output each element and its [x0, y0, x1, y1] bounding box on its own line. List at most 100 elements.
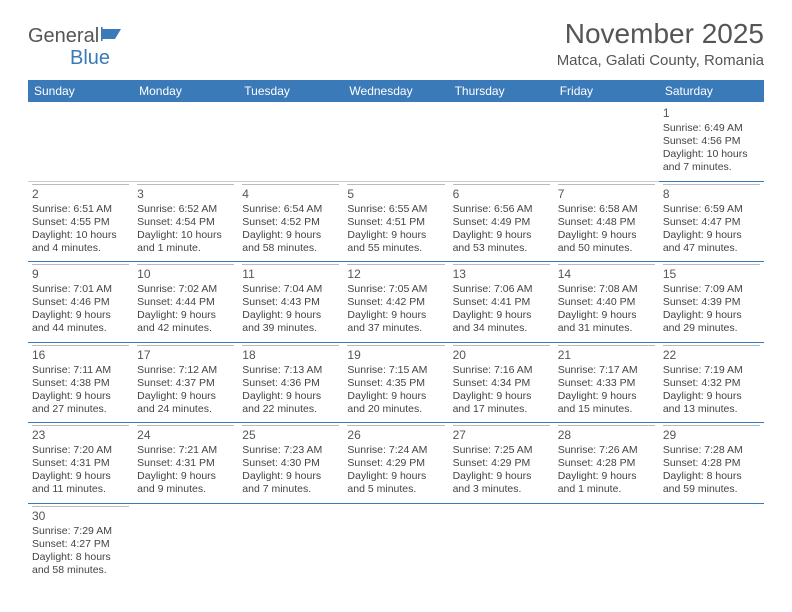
day-number: 20 [453, 345, 550, 363]
day-number: 22 [663, 345, 760, 363]
day-number: 25 [242, 425, 339, 443]
sunrise-text: Sunrise: 7:28 AM [663, 444, 760, 457]
week-row: 2Sunrise: 6:51 AMSunset: 4:55 PMDaylight… [28, 181, 764, 262]
day-number: 26 [347, 425, 444, 443]
sunrise-text: Sunrise: 6:58 AM [558, 203, 655, 216]
daylight-text: Daylight: 9 hours and 22 minutes. [242, 390, 339, 416]
sunset-text: Sunset: 4:51 PM [347, 216, 444, 229]
day-cell [343, 503, 448, 583]
day-number: 17 [137, 345, 234, 363]
daylight-text: Daylight: 9 hours and 11 minutes. [32, 470, 129, 496]
sunset-text: Sunset: 4:28 PM [663, 457, 760, 470]
sunrise-text: Sunrise: 7:17 AM [558, 364, 655, 377]
sunrise-text: Sunrise: 7:08 AM [558, 283, 655, 296]
dayhead-fri: Friday [554, 80, 659, 102]
day-cell [659, 503, 764, 583]
daylight-text: Daylight: 8 hours and 58 minutes. [32, 551, 129, 577]
sunset-text: Sunset: 4:28 PM [558, 457, 655, 470]
sunrise-text: Sunrise: 7:16 AM [453, 364, 550, 377]
daylight-text: Daylight: 9 hours and 37 minutes. [347, 309, 444, 335]
day-cell [343, 102, 448, 181]
daylight-text: Daylight: 9 hours and 34 minutes. [453, 309, 550, 335]
sunset-text: Sunset: 4:49 PM [453, 216, 550, 229]
daylight-text: Daylight: 9 hours and 5 minutes. [347, 470, 444, 496]
daylight-text: Daylight: 9 hours and 39 minutes. [242, 309, 339, 335]
calendar-table: Sunday Monday Tuesday Wednesday Thursday… [28, 80, 764, 583]
calendar-page: General November 2025 Matca, Galati Coun… [0, 0, 792, 601]
sunset-text: Sunset: 4:32 PM [663, 377, 760, 390]
day-cell [238, 503, 343, 583]
logo: General [28, 24, 123, 49]
week-row: 9Sunrise: 7:01 AMSunset: 4:46 PMDaylight… [28, 262, 764, 343]
daylight-text: Daylight: 9 hours and 9 minutes. [137, 470, 234, 496]
day-number: 5 [347, 184, 444, 202]
sunrise-text: Sunrise: 7:05 AM [347, 283, 444, 296]
day-cell: 26Sunrise: 7:24 AMSunset: 4:29 PMDayligh… [343, 423, 448, 504]
day-number: 12 [347, 264, 444, 282]
sunrise-text: Sunrise: 7:01 AM [32, 283, 129, 296]
day-cell: 5Sunrise: 6:55 AMSunset: 4:51 PMDaylight… [343, 181, 448, 262]
day-cell: 3Sunrise: 6:52 AMSunset: 4:54 PMDaylight… [133, 181, 238, 262]
daylight-text: Daylight: 9 hours and 3 minutes. [453, 470, 550, 496]
sunrise-text: Sunrise: 7:21 AM [137, 444, 234, 457]
day-cell: 23Sunrise: 7:20 AMSunset: 4:31 PMDayligh… [28, 423, 133, 504]
day-number: 27 [453, 425, 550, 443]
day-number: 30 [32, 506, 129, 524]
sunset-text: Sunset: 4:48 PM [558, 216, 655, 229]
day-number: 1 [663, 104, 760, 121]
day-cell: 12Sunrise: 7:05 AMSunset: 4:42 PMDayligh… [343, 262, 448, 343]
sunset-text: Sunset: 4:42 PM [347, 296, 444, 309]
sunrise-text: Sunrise: 7:02 AM [137, 283, 234, 296]
sunset-text: Sunset: 4:47 PM [663, 216, 760, 229]
week-row: 16Sunrise: 7:11 AMSunset: 4:38 PMDayligh… [28, 342, 764, 423]
day-cell [449, 102, 554, 181]
week-row: 1Sunrise: 6:49 AMSunset: 4:56 PMDaylight… [28, 102, 764, 181]
sunset-text: Sunset: 4:46 PM [32, 296, 129, 309]
day-number: 16 [32, 345, 129, 363]
daylight-text: Daylight: 9 hours and 44 minutes. [32, 309, 129, 335]
day-cell: 18Sunrise: 7:13 AMSunset: 4:36 PMDayligh… [238, 342, 343, 423]
sunrise-text: Sunrise: 7:23 AM [242, 444, 339, 457]
day-cell: 13Sunrise: 7:06 AMSunset: 4:41 PMDayligh… [449, 262, 554, 343]
day-number: 24 [137, 425, 234, 443]
day-number: 3 [137, 184, 234, 202]
day-cell: 19Sunrise: 7:15 AMSunset: 4:35 PMDayligh… [343, 342, 448, 423]
day-number: 10 [137, 264, 234, 282]
daylight-text: Daylight: 9 hours and 15 minutes. [558, 390, 655, 416]
day-cell [238, 102, 343, 181]
daylight-text: Daylight: 9 hours and 50 minutes. [558, 229, 655, 255]
daylight-text: Daylight: 9 hours and 1 minute. [558, 470, 655, 496]
day-number: 15 [663, 264, 760, 282]
day-cell: 17Sunrise: 7:12 AMSunset: 4:37 PMDayligh… [133, 342, 238, 423]
sunrise-text: Sunrise: 7:26 AM [558, 444, 655, 457]
sunset-text: Sunset: 4:34 PM [453, 377, 550, 390]
day-cell: 30Sunrise: 7:29 AMSunset: 4:27 PMDayligh… [28, 503, 133, 583]
daylight-text: Daylight: 9 hours and 24 minutes. [137, 390, 234, 416]
logo-flag-icon [101, 24, 123, 47]
month-title: November 2025 [557, 18, 764, 50]
sunset-text: Sunset: 4:54 PM [137, 216, 234, 229]
sunrise-text: Sunrise: 7:06 AM [453, 283, 550, 296]
sunset-text: Sunset: 4:29 PM [453, 457, 550, 470]
day-cell: 8Sunrise: 6:59 AMSunset: 4:47 PMDaylight… [659, 181, 764, 262]
day-cell: 25Sunrise: 7:23 AMSunset: 4:30 PMDayligh… [238, 423, 343, 504]
day-cell: 29Sunrise: 7:28 AMSunset: 4:28 PMDayligh… [659, 423, 764, 504]
day-number: 19 [347, 345, 444, 363]
dayhead-thu: Thursday [449, 80, 554, 102]
sunset-text: Sunset: 4:36 PM [242, 377, 339, 390]
day-cell: 2Sunrise: 6:51 AMSunset: 4:55 PMDaylight… [28, 181, 133, 262]
day-cell: 9Sunrise: 7:01 AMSunset: 4:46 PMDaylight… [28, 262, 133, 343]
day-cell: 14Sunrise: 7:08 AMSunset: 4:40 PMDayligh… [554, 262, 659, 343]
week-row: 30Sunrise: 7:29 AMSunset: 4:27 PMDayligh… [28, 503, 764, 583]
dayhead-wed: Wednesday [343, 80, 448, 102]
sunset-text: Sunset: 4:37 PM [137, 377, 234, 390]
sunrise-text: Sunrise: 7:24 AM [347, 444, 444, 457]
sunset-text: Sunset: 4:38 PM [32, 377, 129, 390]
day-cell [133, 503, 238, 583]
sunset-text: Sunset: 4:40 PM [558, 296, 655, 309]
dayhead-sun: Sunday [28, 80, 133, 102]
logo-text-1: General [28, 25, 99, 48]
daylight-text: Daylight: 9 hours and 42 minutes. [137, 309, 234, 335]
day-number: 11 [242, 264, 339, 282]
daylight-text: Daylight: 10 hours and 4 minutes. [32, 229, 129, 255]
